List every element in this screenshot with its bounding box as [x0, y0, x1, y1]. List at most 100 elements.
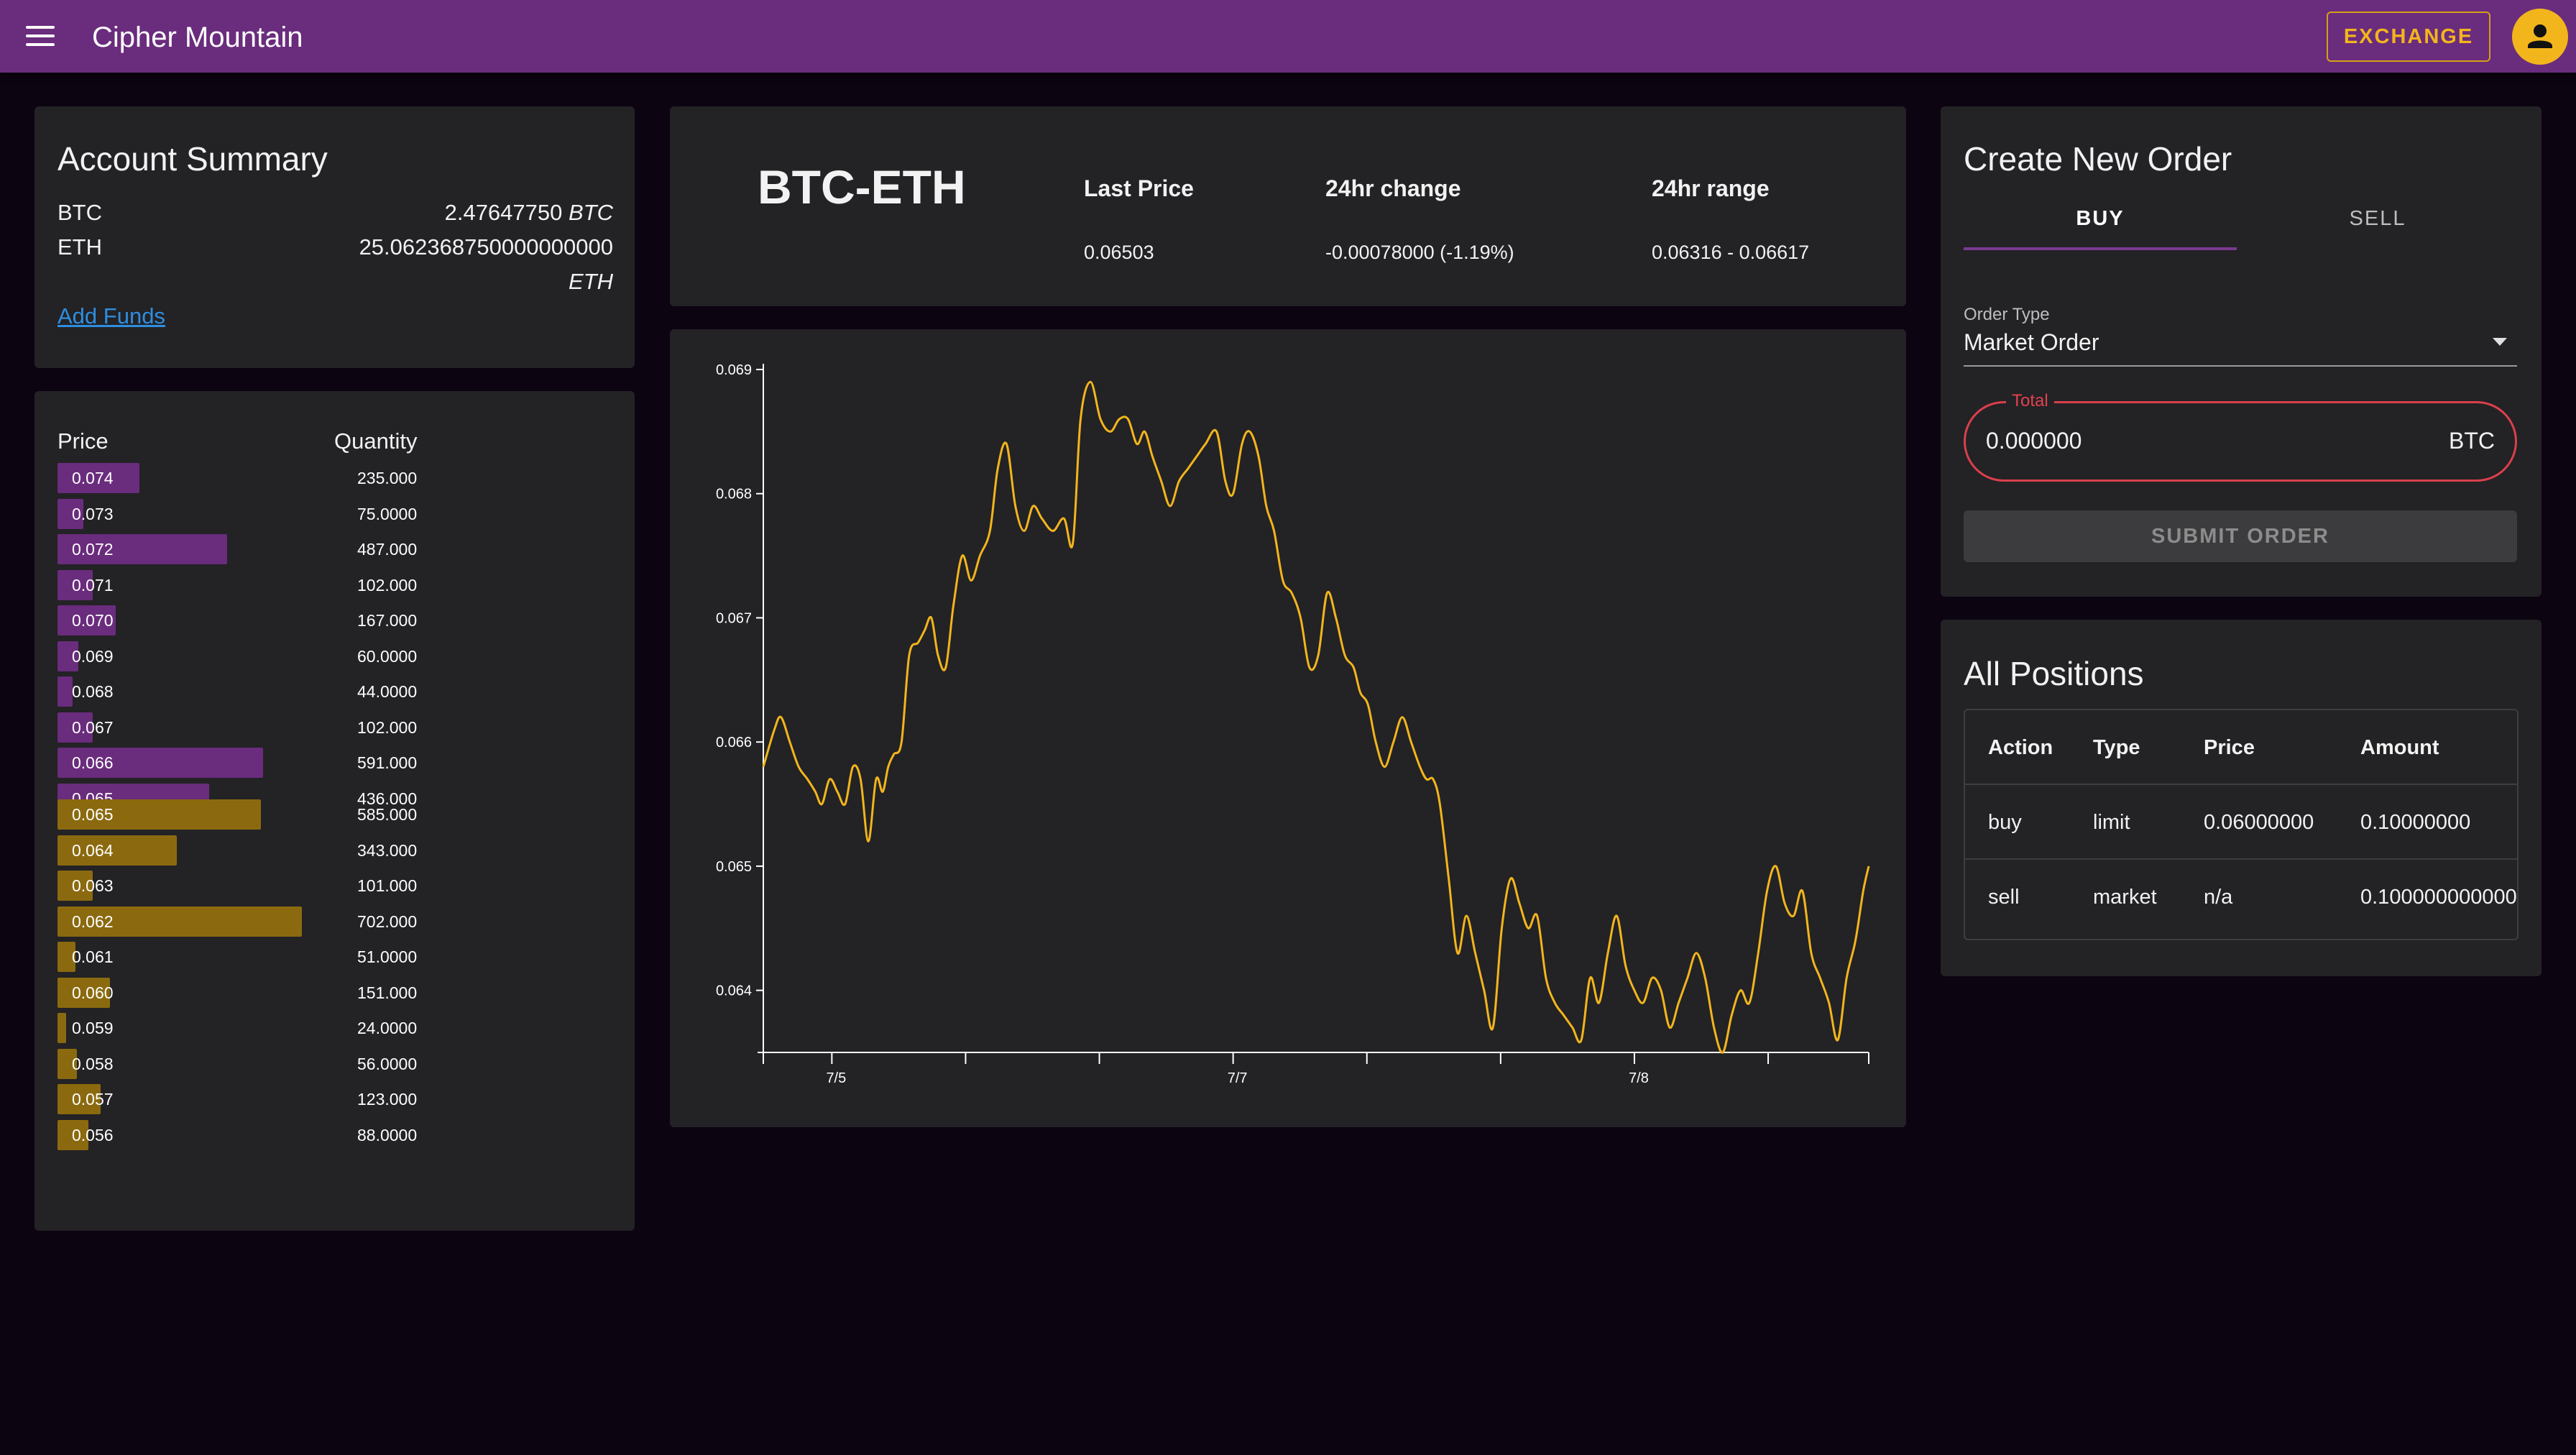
order-price: 0.063	[72, 876, 114, 895]
cell-price: 0.06000000	[2204, 811, 2314, 834]
x-tick-label: 7/7	[1228, 1070, 1248, 1086]
order-price: 0.062	[72, 912, 114, 931]
order-price: 0.069	[72, 646, 114, 666]
price-chart: 0.069 0.068 0.067 0.066 0.065 0.064 7/5 7/7 7/8	[716, 362, 1870, 1086]
order-quantity: 102.000	[357, 575, 418, 595]
positions-title: All Positions	[1964, 655, 2144, 692]
order-book-row-ask[interactable]: 0.074 235.000	[58, 463, 417, 493]
account-summary-title: Account Summary	[58, 140, 328, 178]
order-book-row-bid[interactable]: 0.062 702.000	[58, 906, 417, 937]
order-quantity: 343.000	[357, 840, 418, 860]
order-price: 0.056	[72, 1125, 114, 1144]
last-price-value: 0.06503	[1084, 242, 1154, 263]
volume-bar	[58, 641, 79, 671]
order-type-value: Market Order	[1964, 329, 2099, 355]
app-title: Cipher Mountain	[92, 22, 303, 53]
order-book-row-bid[interactable]: 0.063 101.000	[58, 871, 417, 901]
order-quantity: 101.000	[357, 876, 418, 895]
balance-amount: 2.47647750 BTC	[444, 200, 613, 225]
volume-bar	[58, 906, 302, 937]
change-value: -0.00078000 (-1.19%)	[1325, 242, 1514, 263]
account-avatar[interactable]	[2512, 9, 2568, 65]
volume-bar	[58, 942, 75, 972]
order-book-row-ask[interactable]: 0.070 167.000	[58, 605, 417, 635]
person-icon	[2528, 24, 2552, 48]
order-book-price-header: Price	[58, 428, 109, 454]
chevron-down-icon	[2493, 338, 2507, 346]
tab-sell[interactable]: SELL	[2349, 207, 2406, 230]
order-quantity: 585.000	[357, 805, 418, 824]
order-quantity: 151.000	[357, 983, 418, 1002]
volume-bar	[58, 712, 93, 743]
order-quantity: 44.0000	[357, 682, 418, 701]
create-order-title: Create New Order	[1964, 140, 2232, 178]
balance-symbol: BTC	[58, 200, 102, 225]
order-book-row-ask[interactable]: 0.066 591.000	[58, 748, 417, 778]
order-book-row-bid[interactable]: 0.059 24.0000	[58, 1013, 417, 1043]
order-quantity: 88.0000	[357, 1125, 418, 1144]
header-amount: Amount	[2360, 736, 2439, 759]
order-price: 0.074	[72, 469, 114, 487]
order-book-row-ask[interactable]: 0.069 60.0000	[58, 641, 417, 671]
order-price: 0.064	[72, 840, 114, 860]
volume-bar	[58, 534, 227, 564]
x-tick-label: 7/8	[1629, 1070, 1649, 1086]
volume-bar	[58, 569, 93, 600]
order-quantity: 60.0000	[357, 646, 418, 666]
order-book-row-ask[interactable]: 0.073 75.0000	[58, 498, 417, 529]
volume-bar	[58, 1013, 66, 1043]
order-book-row-bid[interactable]: 0.057 123.000	[58, 1084, 417, 1114]
header-price: Price	[2204, 736, 2255, 759]
cell-action: buy	[1988, 811, 2022, 834]
ticker-panel: BTC-ETH Last Price 0.06503 24hr change -…	[670, 106, 1906, 306]
submit-order-button[interactable]: SUBMIT ORDER	[1964, 510, 2517, 562]
order-quantity: 24.0000	[357, 1019, 418, 1037]
order-book-row-bid[interactable]: 0.064 343.000	[58, 835, 417, 866]
order-quantity: 167.000	[357, 611, 418, 630]
table-row[interactable]: sell market n/a 0.100000000000	[1965, 860, 2517, 935]
order-quantity: 123.000	[357, 1090, 418, 1109]
price-chart-panel: 0.069 0.068 0.067 0.066 0.065 0.064 7/5 7/7 7/8	[670, 329, 1906, 1127]
menu-icon[interactable]	[26, 24, 55, 47]
order-book-quantity-header: Quantity	[334, 428, 418, 454]
order-book-row-ask[interactable]: 0.071 102.000	[58, 569, 417, 600]
order-type-select[interactable]: Market Order	[1964, 322, 2517, 367]
tab-buy[interactable]: BUY	[1964, 207, 2237, 250]
total-label: Total	[2006, 391, 2054, 411]
order-book-row-bid[interactable]: 0.056 88.0000	[58, 1119, 417, 1150]
order-type-label: Order Type	[1964, 305, 2050, 324]
order-book-row-ask[interactable]: 0.067 102.000	[58, 712, 417, 743]
volume-bar	[58, 977, 111, 1008]
balance-row-eth: ETH 25.062368750000000000 ETH	[58, 234, 613, 299]
order-quantity: 56.0000	[357, 1054, 418, 1073]
volume-bar	[58, 676, 73, 707]
pair-title: BTC-ETH	[758, 160, 966, 214]
header-action: Action	[1988, 736, 2053, 759]
order-book-row-bid[interactable]: 0.061 51.0000	[58, 942, 417, 972]
range-label: 24hr range	[1652, 175, 1770, 201]
total-field[interactable]: Total BTC	[1964, 391, 2517, 482]
volume-bar	[58, 463, 139, 493]
order-price: 0.068	[72, 682, 114, 701]
order-book-row-bid[interactable]: 0.065 585.000	[58, 799, 417, 830]
create-order-panel: Create New Order BUY SELL Order Type Mar…	[1941, 106, 2542, 597]
order-quantity: 102.000	[357, 717, 418, 737]
app-bar: Cipher Mountain EXCHANGE	[0, 0, 2576, 73]
order-price: 0.065	[72, 805, 114, 824]
order-book-row-bid[interactable]: 0.060 151.000	[58, 977, 417, 1008]
add-funds-link[interactable]: Add Funds	[58, 303, 165, 329]
y-tick-label: 0.068	[716, 487, 752, 502]
order-book-row-bid[interactable]: 0.058 56.0000	[58, 1048, 417, 1079]
volume-bar	[58, 498, 84, 529]
order-quantity: 487.000	[357, 540, 418, 559]
order-book-row-ask[interactable]: 0.072 487.000	[58, 534, 417, 564]
exchange-button[interactable]: EXCHANGE	[2327, 12, 2490, 62]
order-price: 0.057	[72, 1090, 114, 1109]
change-label: 24hr change	[1325, 175, 1461, 201]
volume-bar	[58, 1084, 101, 1114]
order-book-row-ask[interactable]: 0.068 44.0000	[58, 676, 417, 707]
table-row[interactable]: buy limit 0.06000000 0.10000000	[1965, 785, 2517, 860]
volume-bar	[58, 1048, 78, 1079]
order-quantity: 75.0000	[357, 504, 418, 523]
total-input[interactable]	[1986, 422, 2388, 459]
